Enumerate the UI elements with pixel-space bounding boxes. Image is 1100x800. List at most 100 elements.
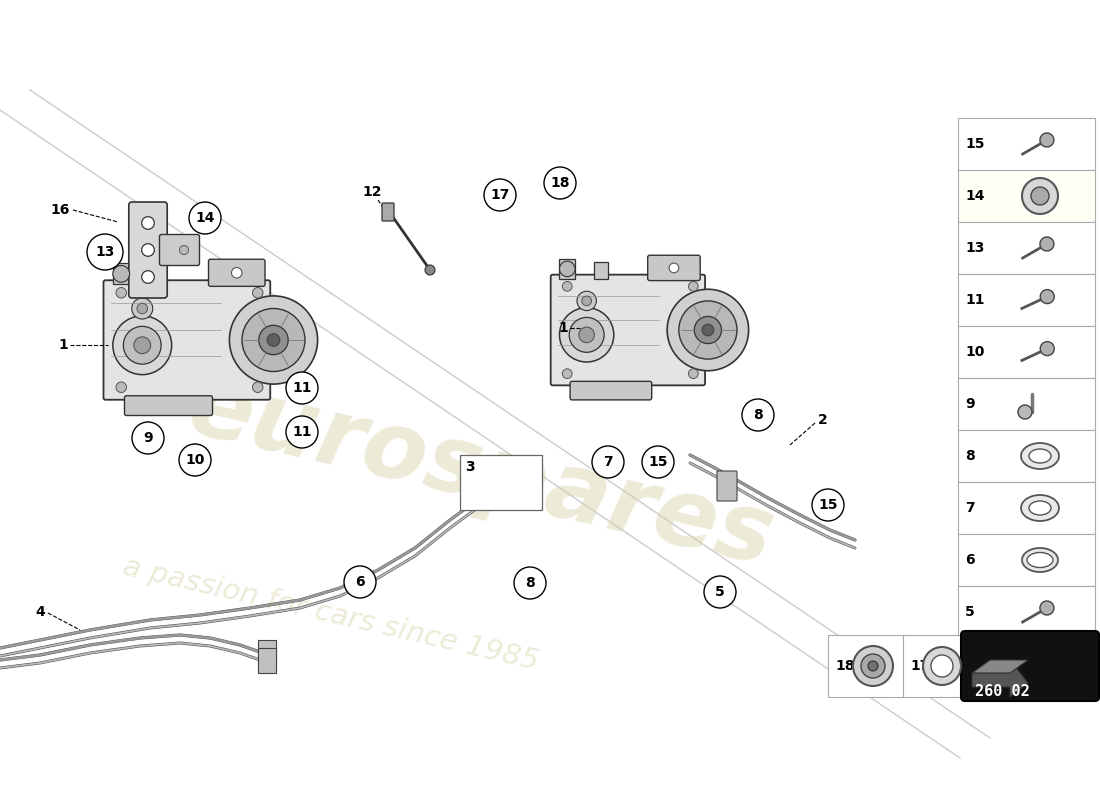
Text: 18: 18: [835, 659, 855, 673]
Text: 8: 8: [965, 449, 975, 463]
Circle shape: [689, 369, 698, 378]
FancyBboxPatch shape: [124, 396, 212, 415]
Circle shape: [679, 301, 737, 359]
Circle shape: [578, 291, 596, 310]
Text: 5: 5: [965, 605, 975, 619]
Text: a passion for cars since 1985: a passion for cars since 1985: [120, 553, 541, 676]
Text: 11: 11: [293, 381, 311, 395]
Polygon shape: [972, 660, 1028, 697]
Text: 7: 7: [603, 455, 613, 469]
Circle shape: [87, 234, 123, 270]
Text: 17: 17: [910, 659, 930, 673]
Text: 260 02: 260 02: [975, 683, 1030, 698]
Bar: [258, 640, 276, 665]
Circle shape: [142, 244, 154, 256]
Circle shape: [116, 382, 127, 393]
Circle shape: [113, 316, 172, 374]
Circle shape: [134, 337, 151, 354]
Bar: [958, 482, 1094, 534]
Circle shape: [230, 296, 318, 384]
FancyBboxPatch shape: [209, 259, 265, 286]
Circle shape: [861, 654, 886, 678]
Circle shape: [1040, 237, 1054, 251]
Ellipse shape: [1028, 449, 1050, 463]
Circle shape: [258, 326, 288, 354]
Circle shape: [642, 446, 674, 478]
Circle shape: [544, 167, 576, 199]
Bar: [958, 274, 1094, 326]
Circle shape: [425, 265, 435, 275]
Circle shape: [514, 567, 546, 599]
FancyBboxPatch shape: [961, 631, 1099, 701]
Text: 11: 11: [965, 293, 985, 307]
Ellipse shape: [1027, 553, 1053, 567]
Bar: [958, 586, 1094, 638]
Ellipse shape: [1022, 548, 1058, 572]
Circle shape: [484, 179, 516, 211]
Ellipse shape: [1021, 443, 1059, 469]
Text: 15: 15: [818, 498, 838, 512]
Text: 14: 14: [965, 189, 985, 203]
Bar: [258, 648, 276, 673]
Circle shape: [267, 334, 279, 346]
Text: 9: 9: [965, 397, 975, 411]
Text: 3: 3: [465, 460, 474, 474]
Circle shape: [852, 646, 893, 686]
Circle shape: [1018, 405, 1032, 419]
Bar: [151, 266, 165, 284]
Text: 2: 2: [818, 413, 827, 427]
FancyBboxPatch shape: [160, 234, 199, 266]
Circle shape: [669, 263, 679, 273]
Circle shape: [142, 270, 154, 283]
Circle shape: [562, 282, 572, 291]
Text: 9: 9: [143, 431, 153, 445]
Circle shape: [132, 422, 164, 454]
Text: 6: 6: [355, 575, 365, 589]
Circle shape: [253, 382, 263, 393]
Text: 1: 1: [558, 321, 568, 335]
Circle shape: [694, 317, 722, 343]
Text: 13: 13: [96, 245, 114, 259]
Text: 17: 17: [491, 188, 509, 202]
Text: 16: 16: [51, 203, 70, 217]
Circle shape: [931, 655, 953, 677]
Circle shape: [113, 266, 130, 282]
Circle shape: [242, 309, 305, 371]
Text: 7: 7: [965, 501, 975, 515]
Polygon shape: [972, 660, 1028, 673]
Bar: [958, 326, 1094, 378]
Circle shape: [742, 399, 774, 431]
Circle shape: [179, 246, 188, 254]
Text: 8: 8: [525, 576, 535, 590]
Circle shape: [116, 287, 127, 298]
Circle shape: [592, 446, 624, 478]
Bar: [560, 259, 575, 278]
Bar: [113, 263, 130, 284]
Circle shape: [868, 661, 878, 671]
Circle shape: [579, 327, 594, 342]
Circle shape: [560, 261, 575, 277]
FancyBboxPatch shape: [129, 202, 167, 298]
Bar: [958, 430, 1094, 482]
Circle shape: [132, 298, 153, 319]
Bar: [958, 378, 1094, 430]
Text: 4: 4: [35, 605, 45, 619]
Text: 6: 6: [965, 553, 975, 567]
Circle shape: [923, 647, 961, 685]
Text: 12: 12: [362, 185, 382, 199]
Circle shape: [286, 416, 318, 448]
Circle shape: [231, 267, 242, 278]
FancyBboxPatch shape: [648, 255, 701, 281]
Circle shape: [582, 296, 592, 306]
Text: 14: 14: [196, 211, 214, 225]
Text: 8: 8: [754, 408, 763, 422]
Circle shape: [562, 369, 572, 378]
Text: 11: 11: [293, 425, 311, 439]
Bar: [958, 534, 1094, 586]
Text: 10: 10: [185, 453, 205, 467]
Circle shape: [1041, 342, 1054, 356]
Text: 18: 18: [550, 176, 570, 190]
Text: 1: 1: [58, 338, 68, 352]
Circle shape: [179, 444, 211, 476]
Circle shape: [668, 290, 749, 370]
